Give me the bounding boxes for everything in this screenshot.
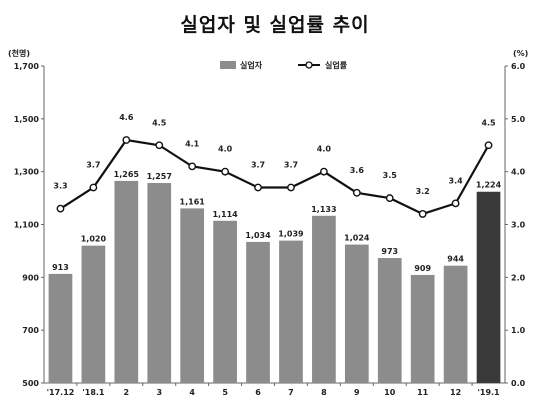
left-axis-tick-label: 1,700 xyxy=(14,62,40,71)
rate-value-label: 3.4 xyxy=(449,176,464,185)
right-axis-tick-label: 0.0 xyxy=(511,379,526,388)
bar xyxy=(48,273,73,383)
bar-value-label: 1,034 xyxy=(245,231,271,240)
left-axis-unit: (천명) xyxy=(8,48,30,58)
bar xyxy=(377,258,402,383)
bar-value-label: 1,114 xyxy=(212,210,238,219)
rate-point xyxy=(451,199,460,208)
x-axis-tick-label: 4 xyxy=(189,388,195,397)
bar xyxy=(410,274,435,383)
bar xyxy=(476,191,501,383)
x-axis-tick-label: 6 xyxy=(255,388,261,397)
legend-bar-swatch xyxy=(220,61,236,69)
bar-value-label: 1,224 xyxy=(476,181,502,190)
right-axis-tick-label: 2.0 xyxy=(511,273,526,282)
rate-value-label: 3.5 xyxy=(383,171,398,180)
bar xyxy=(312,215,336,383)
left-axis-tick-label: 500 xyxy=(22,379,39,388)
bar xyxy=(81,245,106,383)
rate-point xyxy=(188,162,197,171)
left-axis-tick-label: 1,100 xyxy=(14,221,40,230)
bar-value-label: 1,024 xyxy=(344,234,370,243)
rate-value-label: 3.3 xyxy=(53,182,67,191)
bar-value-label: 1,039 xyxy=(278,230,304,239)
bar xyxy=(443,265,468,383)
rate-value-label: 3.7 xyxy=(86,161,100,170)
rate-point xyxy=(122,136,131,144)
right-axis-tick-label: 1.0 xyxy=(511,326,526,335)
rate-point xyxy=(221,167,230,176)
left-axis-tick-label: 1,500 xyxy=(14,115,40,124)
bar-value-label: 973 xyxy=(381,247,398,256)
left-axis-tick-label: 900 xyxy=(22,273,39,282)
legend-line-marker xyxy=(305,61,313,69)
legend-label-rate: 실업률 xyxy=(325,60,348,70)
rate-point xyxy=(155,141,164,150)
x-axis-tick-label: 7 xyxy=(288,388,294,397)
x-axis-tick-label: 2 xyxy=(124,388,130,397)
bar xyxy=(279,240,303,383)
rate-point xyxy=(89,183,98,192)
bar xyxy=(114,180,139,383)
x-axis-tick-label: 10 xyxy=(384,388,396,397)
rate-value-label: 4.6 xyxy=(119,113,134,122)
bar-value-label: 944 xyxy=(447,255,464,264)
rate-point xyxy=(418,210,427,218)
bar-value-label: 913 xyxy=(52,263,69,272)
bar-value-label: 1,133 xyxy=(311,205,336,214)
rate-value-label: 4.5 xyxy=(481,118,496,127)
rate-point xyxy=(319,167,328,176)
x-axis-tick-label: 9 xyxy=(354,388,360,397)
bar xyxy=(246,241,270,383)
rate-value-label: 3.2 xyxy=(416,187,430,196)
bar xyxy=(147,183,172,383)
rate-point xyxy=(385,194,394,202)
rate-value-label: 4.0 xyxy=(218,145,233,154)
rate-point xyxy=(484,141,493,150)
rate-value-label: 3.7 xyxy=(251,161,265,170)
bar xyxy=(213,220,237,383)
rate-point xyxy=(56,204,65,213)
rate-value-label: 3.7 xyxy=(284,161,298,170)
rate-value-label: 3.6 xyxy=(350,166,365,175)
rate-point xyxy=(287,183,295,192)
bar-value-label: 1,161 xyxy=(180,197,206,206)
right-axis-unit: (%) xyxy=(513,49,528,58)
x-axis-tick-label: 3 xyxy=(156,388,162,397)
right-axis-tick-label: 6.0 xyxy=(511,62,526,71)
bar-value-label: 1,257 xyxy=(147,172,172,181)
rate-point xyxy=(254,183,262,192)
chart-title: 실업자 및 실업률 추이 xyxy=(180,14,370,36)
x-axis-tick-label: 11 xyxy=(417,388,429,397)
rate-line xyxy=(59,138,490,216)
right-axis-tick-label: 4.0 xyxy=(511,168,526,177)
x-axis-tick-label: 8 xyxy=(321,388,327,397)
bar-value-label: 1,265 xyxy=(114,170,140,179)
legend-label-unemployed: 실업자 xyxy=(240,60,263,70)
x-axis-tick-label: '18.1 xyxy=(82,388,105,397)
bar xyxy=(344,244,369,383)
left-axis-tick-label: 1,300 xyxy=(14,168,40,177)
left-axis-tick-label: 700 xyxy=(22,326,39,335)
rate-value-label: 4.5 xyxy=(152,118,167,127)
rate-value-label: 4.0 xyxy=(317,145,332,154)
rate-point xyxy=(352,188,361,197)
right-axis-tick-label: 5.0 xyxy=(511,115,526,124)
x-axis-tick-label: 5 xyxy=(222,388,228,397)
right-axis-tick-label: 3.0 xyxy=(511,221,526,230)
x-axis-tick-label: 12 xyxy=(450,388,461,397)
bar-value-label: 1,020 xyxy=(81,235,107,244)
bar-value-label: 909 xyxy=(414,264,431,273)
bar xyxy=(180,208,205,383)
x-axis-tick-label: '17.12 xyxy=(47,388,75,397)
rate-value-label: 4.1 xyxy=(185,139,200,148)
x-axis-tick-label: '19.1 xyxy=(477,388,500,397)
